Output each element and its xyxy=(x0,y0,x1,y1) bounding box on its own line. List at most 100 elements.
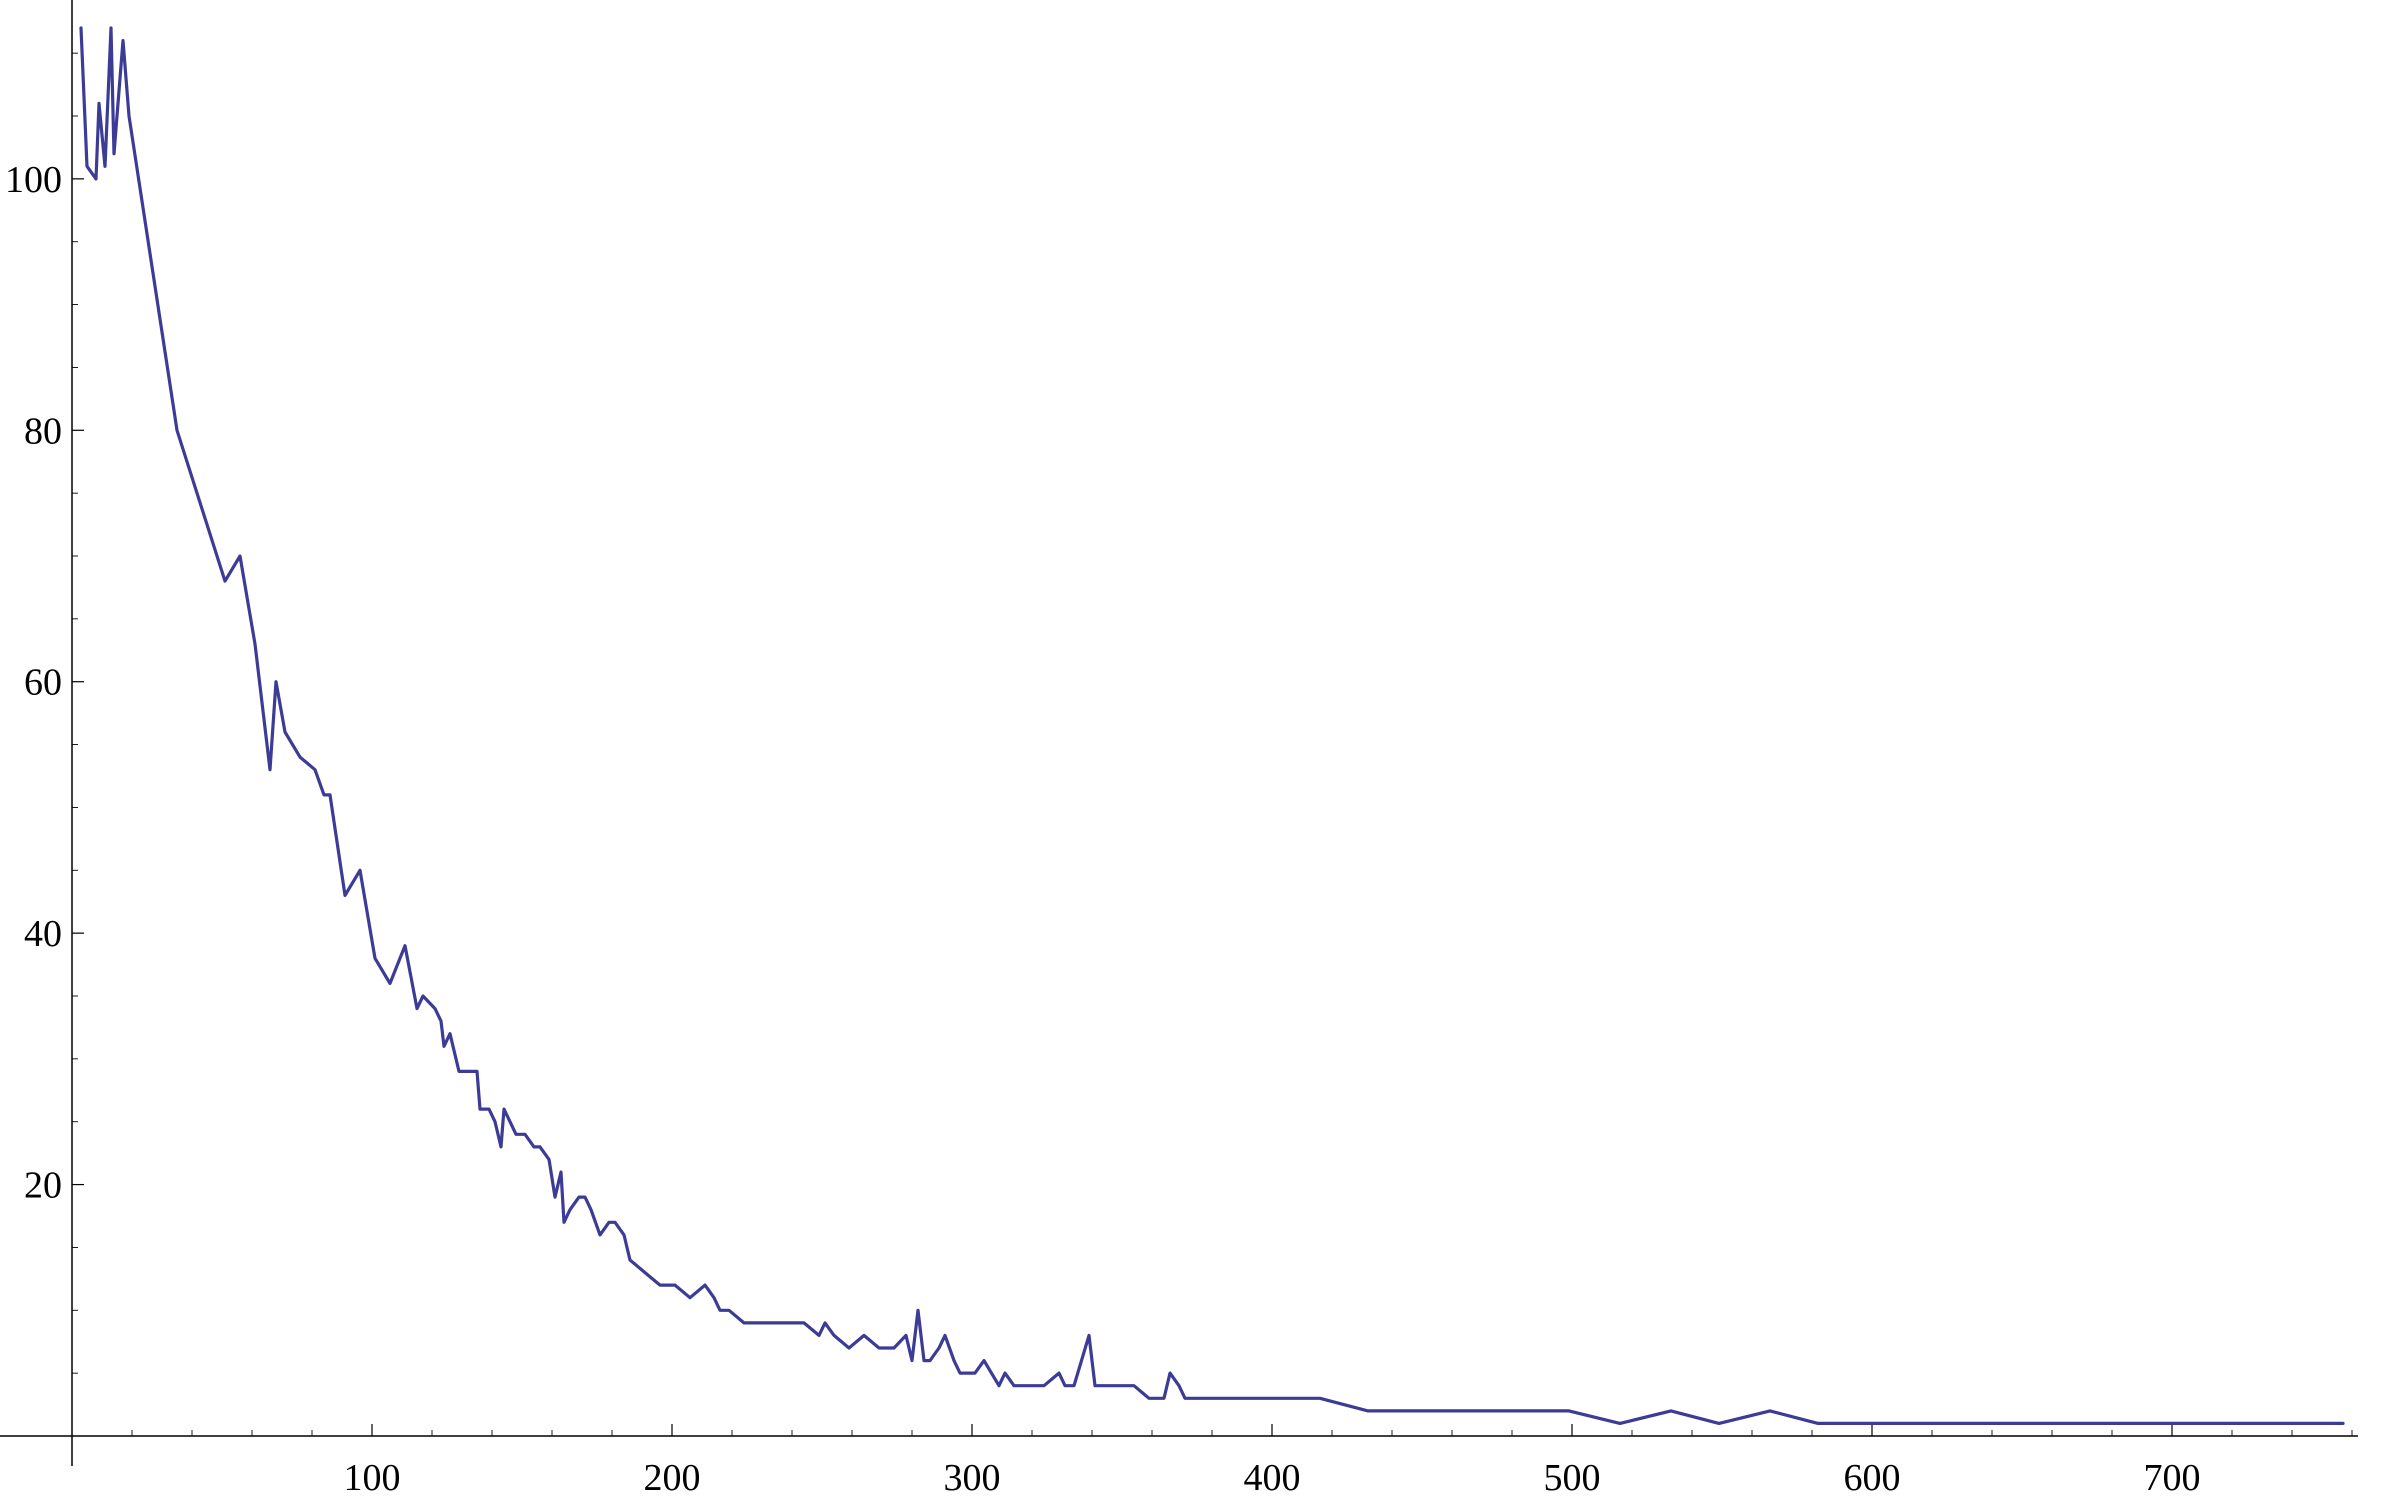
data-point xyxy=(2116,1422,2119,1425)
data-point xyxy=(2017,1422,2020,1425)
data-point xyxy=(403,944,406,947)
y-tick-label: 100 xyxy=(5,159,62,201)
data-point xyxy=(523,1133,526,1136)
series-layer xyxy=(79,26,2345,1426)
data-point xyxy=(742,1321,745,1324)
data-point xyxy=(1918,1422,1921,1425)
data-point xyxy=(1222,1397,1225,1400)
data-point xyxy=(1465,1409,1468,1412)
data-point xyxy=(94,177,97,180)
data-point xyxy=(712,1296,715,1299)
data-point xyxy=(1042,1384,1045,1387)
data-point xyxy=(1192,1397,1195,1400)
data-point xyxy=(928,1359,931,1362)
data-point xyxy=(1072,1384,1075,1387)
data-point xyxy=(757,1321,760,1324)
y-tick-label: 60 xyxy=(24,662,62,704)
x-tick-label: 400 xyxy=(1244,1457,1301,1499)
data-point xyxy=(343,894,346,897)
data-point xyxy=(688,1296,691,1299)
data-point xyxy=(1012,1384,1015,1387)
data-point xyxy=(442,1045,445,1048)
data-point xyxy=(1618,1422,1621,1425)
data-point xyxy=(1162,1397,1165,1400)
data-point xyxy=(1093,1384,1096,1387)
data-point xyxy=(538,1145,541,1148)
data-point xyxy=(1366,1409,1369,1412)
data-point xyxy=(967,1372,970,1375)
data-point xyxy=(322,793,325,796)
axes xyxy=(0,0,2358,1466)
data-point xyxy=(493,1120,496,1123)
x-tick-label: 100 xyxy=(344,1457,401,1499)
x-tick-label: 600 xyxy=(1844,1457,1901,1499)
y-tick-label: 20 xyxy=(24,1165,62,1207)
data-point xyxy=(283,730,286,733)
data-point xyxy=(904,1334,907,1337)
x-tick-label: 300 xyxy=(944,1457,1001,1499)
data-point xyxy=(973,1372,976,1375)
data-point xyxy=(1063,1384,1066,1387)
y-tick-label: 80 xyxy=(24,410,62,452)
data-point xyxy=(253,642,256,645)
data-point xyxy=(388,982,391,985)
data-point xyxy=(421,994,424,997)
data-point xyxy=(1717,1422,1720,1425)
data-point xyxy=(448,1032,451,1035)
data-point xyxy=(847,1346,850,1349)
series-line xyxy=(79,26,2345,1426)
x-tick-label: 500 xyxy=(1544,1457,1601,1499)
data-point xyxy=(1669,1409,1672,1412)
data-point xyxy=(121,39,124,42)
data-point xyxy=(1297,1397,1300,1400)
data-point xyxy=(415,1007,418,1010)
data-point xyxy=(883,1346,886,1349)
data-point xyxy=(1318,1397,1321,1400)
data-point xyxy=(457,1070,460,1073)
data-point xyxy=(607,1221,610,1224)
data-point xyxy=(514,1133,517,1136)
data-point xyxy=(274,680,277,683)
data-point xyxy=(1132,1384,1135,1387)
data-point xyxy=(937,1346,940,1349)
data-point xyxy=(298,756,301,759)
data-point xyxy=(358,869,361,872)
data-point xyxy=(109,26,112,29)
data-point xyxy=(463,1070,466,1073)
data-point xyxy=(238,554,241,557)
data-point xyxy=(502,1108,505,1111)
data-point xyxy=(673,1284,676,1287)
data-point xyxy=(817,1334,820,1337)
data-point xyxy=(79,26,82,29)
data-point xyxy=(832,1334,835,1337)
data-point xyxy=(1516,1409,1519,1412)
data-point xyxy=(1966,1422,1969,1425)
data-point xyxy=(103,165,106,168)
data-point xyxy=(547,1158,550,1161)
data-point xyxy=(583,1196,586,1199)
data-point xyxy=(922,1359,925,1362)
data-point xyxy=(1057,1372,1060,1375)
data-point xyxy=(97,102,100,105)
data-point xyxy=(1168,1372,1171,1375)
tick-labels: 100 200 300 400 500 600 700 20 40 60 80 100 xyxy=(5,159,2201,1499)
data-point xyxy=(1018,1384,1021,1387)
data-point xyxy=(718,1309,721,1312)
data-point xyxy=(1282,1397,1285,1400)
data-point xyxy=(1147,1397,1150,1400)
data-point xyxy=(1768,1409,1771,1412)
data-point xyxy=(613,1221,616,1224)
data-point xyxy=(433,1007,436,1010)
data-point xyxy=(223,580,226,583)
data-point xyxy=(577,1196,580,1199)
data-point xyxy=(952,1359,955,1362)
data-point xyxy=(1177,1384,1180,1387)
data-point xyxy=(268,768,271,771)
data-point xyxy=(1252,1397,1255,1400)
data-point xyxy=(568,1208,571,1211)
data-point xyxy=(2218,1422,2221,1425)
data-point xyxy=(478,1108,481,1111)
data-point xyxy=(1207,1397,1210,1400)
